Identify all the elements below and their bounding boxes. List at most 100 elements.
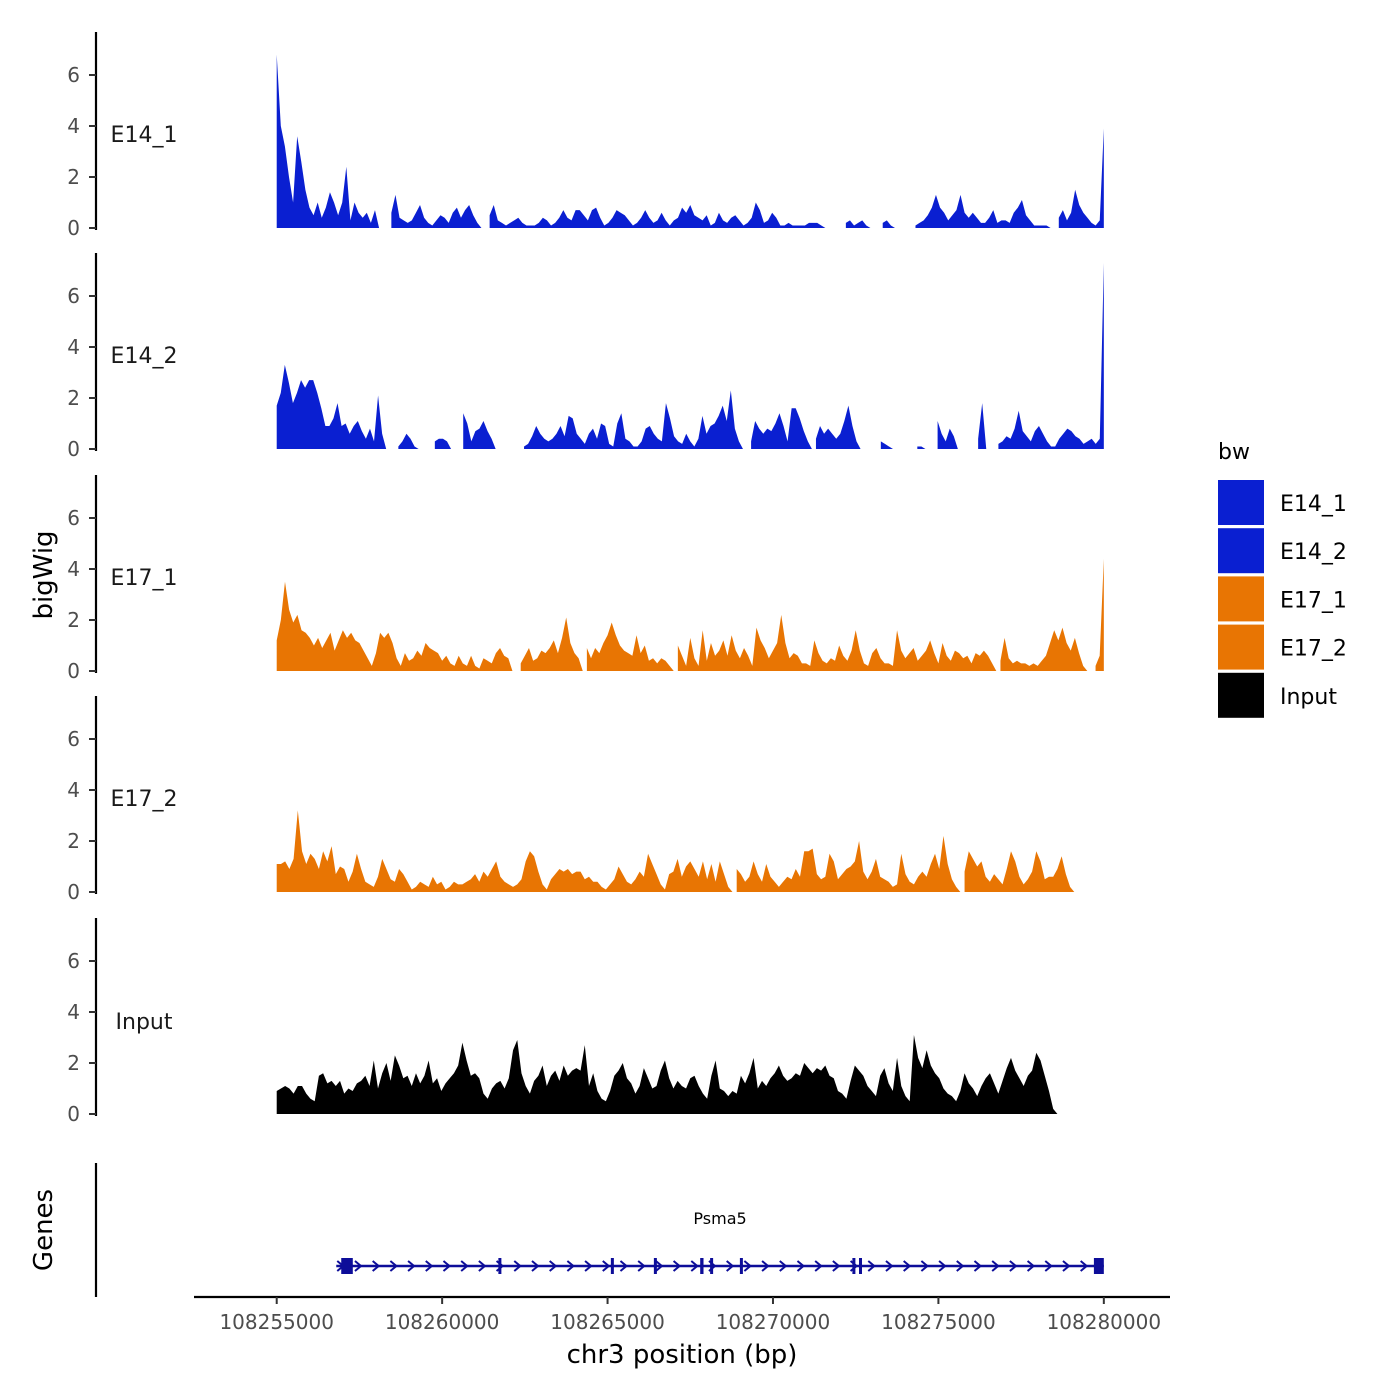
track-e17_1: 0 2 4 6 E17_1 xyxy=(67,475,1104,683)
y-tick-label: 6 xyxy=(67,949,80,973)
strand-arrow xyxy=(354,1260,363,1272)
legend-swatch xyxy=(1218,480,1264,525)
gene-exon xyxy=(739,1258,743,1274)
y-tick-label: 6 xyxy=(67,506,80,530)
y-tick-label: 4 xyxy=(67,778,80,802)
x-tick-label: 108280000 xyxy=(1047,1310,1162,1334)
strand-arrow xyxy=(460,1260,469,1272)
y-axis-title-group: bigWig xyxy=(29,530,59,619)
strand-arrow xyxy=(672,1260,682,1272)
y-tick-label: 2 xyxy=(67,608,80,632)
track-input: 0 2 4 6 Input xyxy=(67,918,1104,1126)
strand-arrow xyxy=(885,1260,894,1272)
strand-arrow xyxy=(407,1260,416,1272)
coverage-area-input xyxy=(276,1034,1104,1114)
strand-arrow xyxy=(991,1260,1000,1272)
coverage-area-e14_2 xyxy=(276,262,1104,449)
legend-label: E17_2 xyxy=(1280,637,1347,662)
gene-label: Psma5 xyxy=(693,1209,746,1228)
strand-arrow xyxy=(425,1260,434,1272)
y-tick-label: 0 xyxy=(67,1102,80,1126)
y-tick-label: 6 xyxy=(67,63,80,87)
strand-arrow xyxy=(655,1260,664,1272)
legend-label: E17_1 xyxy=(1280,588,1347,613)
track-e14_2: 0 2 4 6 E14_2 xyxy=(67,253,1104,461)
strand-arrow xyxy=(726,1260,735,1272)
x-axis-ticks: 108255000 108260000 108265000 108270000 1082… xyxy=(219,1297,1161,1334)
legend-swatch xyxy=(1218,576,1264,622)
strand-arrow xyxy=(1026,1260,1036,1272)
y-axis-title: bigWig xyxy=(29,530,59,619)
legend-item-e14_1: E14_1 xyxy=(1218,480,1347,525)
gene-exon xyxy=(1093,1258,1104,1274)
strand-arrow xyxy=(442,1260,452,1272)
strand-arrow xyxy=(903,1260,912,1272)
y-tick-label: 4 xyxy=(67,114,80,138)
strand-arrow xyxy=(513,1260,522,1272)
track-e17_2: 0 2 4 6 E17_2 xyxy=(67,696,1104,904)
strand-arrow xyxy=(602,1260,611,1272)
track-e14_1: 0 2 4 6 E14_1 xyxy=(67,32,1104,240)
strand-arrow xyxy=(690,1260,699,1272)
strand-arrow xyxy=(1044,1260,1053,1272)
coverage-tracks: 0 2 4 6 E14_1 0 2 4 6 E14_2 0 2 4 6 E17_1 0 2 4 6 E17_2 0 2 4 6… xyxy=(67,32,1104,1126)
legend-swatch xyxy=(1218,672,1264,718)
y-tick-label: 0 xyxy=(67,216,80,240)
legend-item-input: Input xyxy=(1218,672,1337,718)
strand-arrow xyxy=(389,1260,398,1272)
strand-arrow xyxy=(1062,1260,1071,1272)
strand-arrow xyxy=(779,1260,788,1272)
strand-arrow xyxy=(549,1260,558,1272)
coverage-area-e17_1 xyxy=(276,558,1104,671)
y-tick-label: 0 xyxy=(67,659,80,683)
strand-arrow xyxy=(814,1260,823,1272)
strand-arrow xyxy=(956,1260,965,1272)
legend-title: bw xyxy=(1218,440,1250,465)
gene-exon xyxy=(859,1258,863,1274)
strand-arrow xyxy=(920,1260,929,1272)
strand-arrow xyxy=(1009,1260,1018,1272)
legend-item-e17_2: E17_2 xyxy=(1218,624,1347,670)
gene-model-psma5 xyxy=(336,1258,1104,1274)
x-tick-label: 108255000 xyxy=(219,1310,334,1334)
x-tick-label: 108275000 xyxy=(881,1310,996,1334)
coverage-area-e14_1 xyxy=(276,54,1104,228)
y-tick-label: 2 xyxy=(67,165,80,189)
coverage-area-e17_2 xyxy=(276,810,1104,892)
strand-arrow xyxy=(938,1260,947,1272)
legend-label: E14_1 xyxy=(1280,492,1347,517)
x-tick-label: 108265000 xyxy=(550,1310,665,1334)
legend-swatch xyxy=(1218,624,1264,670)
gene-exon xyxy=(653,1258,657,1274)
legend-item-e14_2: E14_2 xyxy=(1218,528,1347,574)
y-tick-label: 2 xyxy=(67,1051,80,1075)
strand-arrow xyxy=(1080,1260,1089,1272)
gene-exon xyxy=(498,1258,502,1274)
strand-arrow xyxy=(796,1260,806,1272)
legend-swatch xyxy=(1218,528,1264,574)
track-label-input: Input xyxy=(116,1010,173,1035)
y-tick-label: 6 xyxy=(67,727,80,751)
y-tick-label: 4 xyxy=(67,1000,80,1024)
genes-axis-title: Genes xyxy=(29,1189,59,1271)
gene-exon xyxy=(610,1258,614,1274)
strand-arrow xyxy=(743,1260,752,1272)
strand-arrow xyxy=(832,1260,841,1272)
y-tick-label: 4 xyxy=(67,335,80,359)
strand-arrow xyxy=(619,1260,629,1272)
strand-arrow xyxy=(584,1260,593,1272)
legend-label: Input xyxy=(1280,685,1337,710)
y-tick-label: 6 xyxy=(67,284,80,308)
gene-exon xyxy=(710,1258,714,1274)
track-label-e17_1: E17_1 xyxy=(111,566,178,591)
legend-label: E14_2 xyxy=(1280,540,1347,565)
strand-arrow xyxy=(566,1260,575,1272)
x-axis-title: chr3 position (bp) xyxy=(567,1340,798,1370)
genes-panel: Genes Psma5 xyxy=(29,1163,1104,1297)
legend: bw E14_1 E14_2 E17_1 E17_2 Input xyxy=(1218,440,1347,718)
y-tick-label: 2 xyxy=(67,829,80,853)
strand-arrow xyxy=(973,1260,983,1272)
strand-arrow xyxy=(867,1260,876,1272)
track-label-e14_2: E14_2 xyxy=(111,344,178,369)
strand-arrow xyxy=(478,1260,487,1272)
